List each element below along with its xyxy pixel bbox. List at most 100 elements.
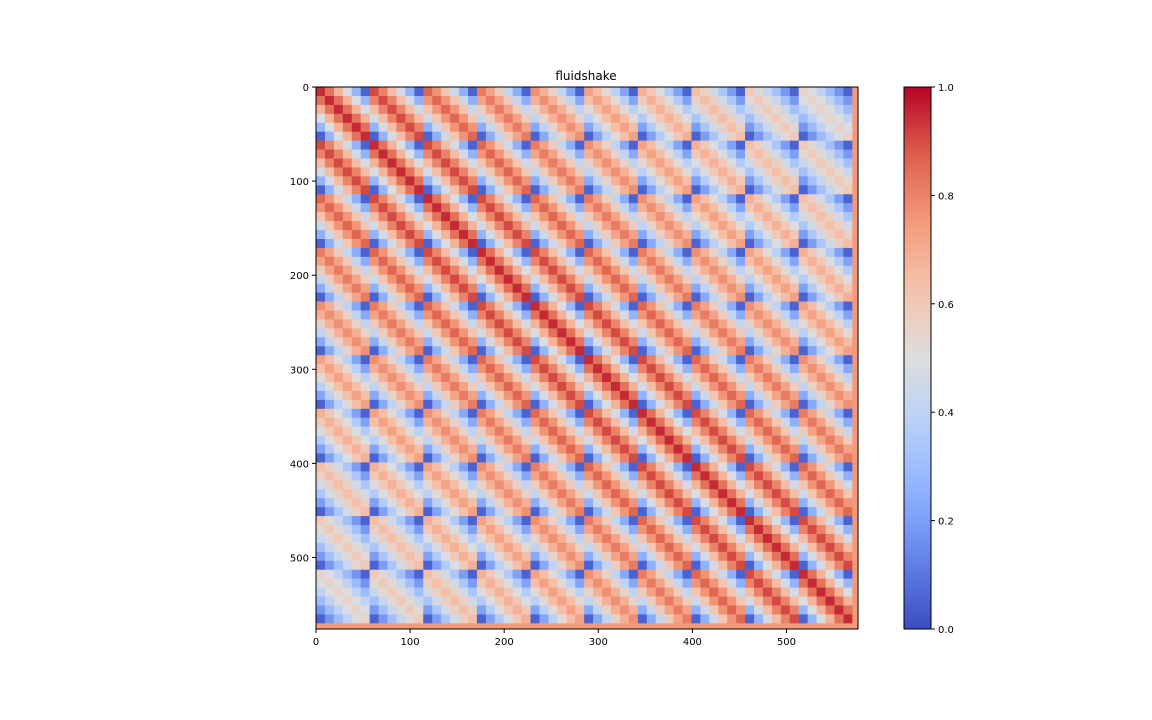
heatmap-cell <box>673 453 684 464</box>
heatmap-cell <box>530 417 541 428</box>
heatmap-cell <box>360 167 371 177</box>
heatmap-cell <box>843 542 853 553</box>
heatmap-cell <box>539 444 550 455</box>
heatmap-cell <box>655 373 666 383</box>
heatmap-cell <box>673 319 684 329</box>
heatmap-cell <box>405 310 415 321</box>
heatmap-cell <box>718 283 728 294</box>
heatmap-cell <box>602 319 612 329</box>
heatmap-cell <box>834 569 845 580</box>
heatmap-cell <box>834 238 845 249</box>
heatmap-cell <box>691 471 701 481</box>
heatmap-cell <box>360 489 371 499</box>
heatmap-cell <box>816 328 827 338</box>
heatmap-cell <box>789 122 800 133</box>
heatmap-cell <box>441 95 451 106</box>
heatmap-cell <box>691 596 701 607</box>
heatmap-cell <box>807 390 818 401</box>
heatmap-cell <box>414 569 424 580</box>
heatmap-cell <box>619 337 630 347</box>
heatmap-cell <box>378 578 389 589</box>
heatmap-cell <box>396 471 406 481</box>
heatmap-cell <box>450 569 460 580</box>
heatmap-cell <box>521 185 532 195</box>
heatmap-cell <box>432 453 442 464</box>
heatmap-cell <box>557 373 567 383</box>
heatmap-cell <box>360 399 371 410</box>
heatmap-cell <box>405 390 415 401</box>
heatmap-cell <box>530 283 541 294</box>
heatmap-cell <box>494 471 505 481</box>
heatmap-cell <box>485 140 496 151</box>
heatmap-cell <box>682 104 693 115</box>
heatmap-cell <box>512 310 523 321</box>
heatmap-cell <box>584 140 594 151</box>
heatmap-cell <box>521 230 532 240</box>
heatmap-cell <box>655 247 666 258</box>
heatmap-cell <box>700 480 710 490</box>
heatmap-cell <box>387 301 398 312</box>
heatmap-cell <box>423 221 433 231</box>
heatmap-cell <box>825 489 836 499</box>
heatmap-cell <box>673 480 684 490</box>
heatmap-cell <box>771 435 782 446</box>
heatmap-cell <box>593 462 603 472</box>
heatmap-cell <box>324 283 335 294</box>
heatmap-cell <box>378 113 389 124</box>
heatmap-cell <box>610 605 621 616</box>
heatmap-cell <box>316 238 326 249</box>
heatmap-cell <box>628 310 639 321</box>
heatmap-cell <box>807 301 818 312</box>
heatmap-cell <box>807 381 818 392</box>
heatmap-cell <box>655 167 666 177</box>
heatmap-cell <box>718 167 728 177</box>
heatmap-cell <box>745 337 755 347</box>
heatmap-cell <box>405 399 415 410</box>
heatmap-cell <box>467 140 478 151</box>
heatmap-cell <box>834 319 845 329</box>
heatmap-cell <box>432 426 442 437</box>
heatmap-cell <box>610 516 621 526</box>
heatmap-cell <box>369 533 380 544</box>
heatmap-cell <box>655 113 666 124</box>
heatmap-cell <box>557 453 567 464</box>
heatmap-cell <box>682 292 693 303</box>
heatmap-cell <box>602 525 612 535</box>
heatmap-cell <box>351 337 362 347</box>
heatmap-cell <box>619 605 630 616</box>
heatmap-cell <box>619 310 630 321</box>
heatmap-cell <box>754 185 764 195</box>
heatmap-cell <box>619 301 630 312</box>
heatmap-cell <box>476 203 487 213</box>
heatmap-cell <box>700 381 710 392</box>
heatmap-cell <box>369 435 380 446</box>
heatmap-cell <box>771 238 782 249</box>
heatmap-cell <box>316 525 326 535</box>
heatmap-cell <box>423 569 433 580</box>
heatmap-cell <box>405 176 415 186</box>
heatmap-cell <box>548 373 558 383</box>
heatmap-cell <box>467 596 478 607</box>
heatmap-cell <box>539 578 550 589</box>
heatmap-cell <box>807 238 818 249</box>
heatmap-cell <box>700 444 710 455</box>
heatmap-cell <box>494 283 505 294</box>
heatmap-cell <box>450 542 460 553</box>
heatmap-cell <box>539 542 550 553</box>
heatmap-cell <box>378 551 389 562</box>
heatmap-cell <box>459 238 469 249</box>
heatmap-cell <box>673 131 684 142</box>
heatmap-cell <box>798 283 809 294</box>
heatmap-cell <box>834 605 845 616</box>
heatmap-cell <box>441 319 451 329</box>
heatmap-cell <box>771 533 782 544</box>
heatmap-cell <box>342 399 353 410</box>
heatmap-cell <box>539 346 550 356</box>
heatmap-cell <box>494 569 505 580</box>
heatmap-cell <box>351 542 362 553</box>
heatmap-cell <box>575 373 585 383</box>
heatmap-cell <box>324 221 335 231</box>
heatmap-cell <box>816 256 827 267</box>
heatmap-cell <box>557 328 567 338</box>
heatmap-cell <box>512 596 523 607</box>
